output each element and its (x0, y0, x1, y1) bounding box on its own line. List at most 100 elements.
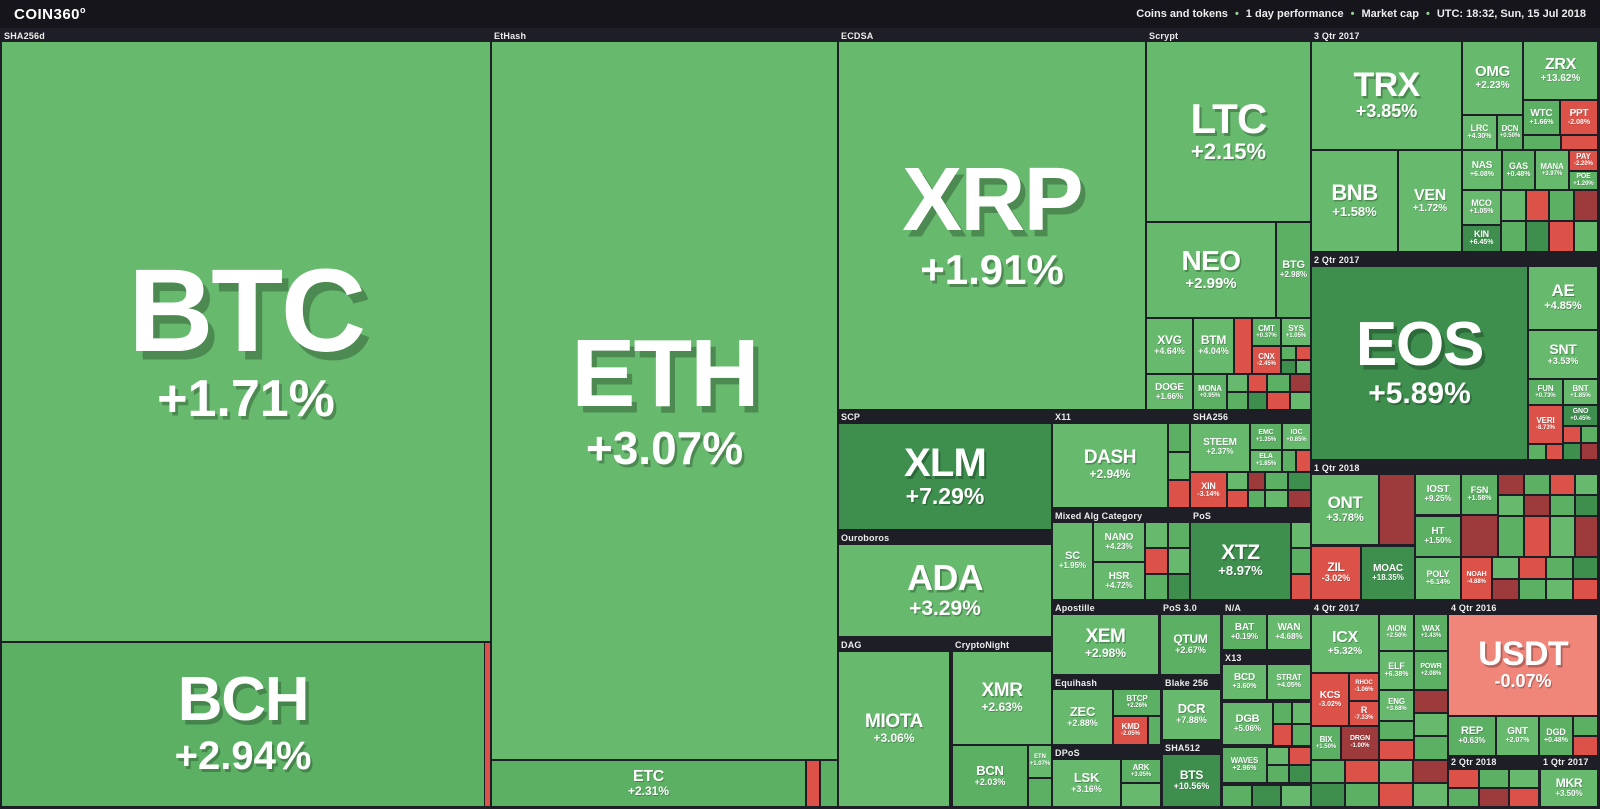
tile-nano[interactable]: NANO +4.23% (1094, 523, 1144, 561)
tile-fsn[interactable]: FSN +1.58% (1462, 475, 1497, 514)
micro-tile[interactable] (1575, 222, 1597, 251)
micro-tile[interactable] (1582, 444, 1597, 459)
micro-tile[interactable] (1493, 580, 1518, 599)
micro-tile[interactable] (1449, 770, 1478, 787)
tile-xem[interactable]: XEM +2.98% (1053, 615, 1158, 674)
micro-tile[interactable] (1525, 517, 1549, 556)
micro-tile[interactable] (1499, 475, 1523, 494)
tile-usdt[interactable]: USDT -0.07% (1449, 615, 1597, 715)
micro-tile[interactable] (1415, 737, 1447, 759)
micro-tile[interactable] (1562, 136, 1597, 149)
micro-tile[interactable] (1223, 786, 1251, 806)
tile-wax[interactable]: WAX +1.43% (1415, 615, 1447, 650)
micro-tile[interactable] (1169, 481, 1189, 507)
micro-tile[interactable] (1253, 786, 1280, 806)
micro-tile[interactable] (1282, 361, 1295, 373)
tile-xmr[interactable]: XMR +2.63% (953, 652, 1051, 744)
tile-xlm[interactable]: XLM +7.29% (839, 424, 1051, 529)
micro-tile[interactable] (1525, 475, 1549, 494)
tile-lsk[interactable]: LSK +3.16% (1053, 760, 1120, 806)
micro-tile[interactable] (1146, 575, 1167, 599)
micro-tile[interactable] (1292, 549, 1310, 573)
micro-tile[interactable] (1146, 549, 1167, 573)
micro-tile[interactable] (1499, 517, 1523, 556)
tile-bch[interactable]: BCH +2.94% (2, 643, 484, 806)
tile-mana[interactable]: MANA +3.97% (1536, 151, 1568, 189)
micro-tile[interactable] (1414, 761, 1447, 782)
tile-pay[interactable]: PAY -2.20% (1570, 151, 1597, 170)
tile-wan[interactable]: WAN +4.68% (1268, 615, 1310, 649)
tile-elf[interactable]: ELF +6.38% (1380, 652, 1413, 689)
micro-tile[interactable] (1380, 741, 1413, 759)
micro-tile[interactable] (1282, 347, 1295, 359)
tile-moac[interactable]: MOAC +18.35% (1362, 547, 1414, 599)
micro-tile[interactable] (1268, 375, 1289, 391)
tile-sc[interactable]: SC +1.95% (1053, 523, 1092, 599)
tile-veri[interactable]: VERI -8.73% (1529, 406, 1562, 443)
micro-tile[interactable] (1297, 451, 1310, 471)
tile-kin[interactable]: KIN +6.45% (1463, 226, 1500, 251)
micro-tile[interactable] (1564, 427, 1580, 442)
micro-tile[interactable] (1122, 784, 1160, 806)
micro-tile[interactable] (1502, 191, 1525, 220)
tile-waves[interactable]: WAVES +2.96% (1223, 748, 1266, 782)
micro-tile[interactable] (1249, 375, 1266, 391)
micro-tile[interactable] (1527, 222, 1548, 251)
tile-btcp[interactable]: BTCP +2.26% (1114, 690, 1160, 715)
micro-tile[interactable] (1169, 575, 1189, 599)
micro-tile[interactable] (1268, 393, 1289, 409)
tile-doge[interactable]: DOGE +1.66% (1147, 375, 1192, 409)
micro-tile[interactable] (1029, 779, 1051, 806)
tile-gnt[interactable]: GNT +2.07% (1497, 717, 1538, 755)
tile-bat[interactable]: BAT +0.19% (1223, 615, 1266, 649)
tile-mona[interactable]: MONA +0.95% (1194, 375, 1226, 409)
tile-xtz[interactable]: XTZ +8.97% (1191, 523, 1290, 599)
tile-omg[interactable]: OMG +2.23% (1463, 42, 1522, 114)
micro-tile[interactable] (1550, 191, 1573, 220)
tile-strat[interactable]: STRAT +4.05% (1268, 665, 1310, 699)
tile-trx[interactable]: TRX +3.85% (1312, 42, 1461, 149)
micro-tile[interactable] (1282, 786, 1310, 806)
micro-tile[interactable] (1292, 575, 1310, 599)
tile-dcn[interactable]: DCN +0.50% (1498, 116, 1522, 149)
tile-drgn[interactable]: DRGN -1.00% (1342, 727, 1378, 759)
tile-zec[interactable]: ZEC +2.88% (1053, 690, 1112, 744)
micro-tile[interactable] (1289, 473, 1310, 489)
micro-tile[interactable] (1480, 789, 1508, 806)
micro-tile[interactable] (1520, 580, 1545, 599)
micro-tile[interactable] (1582, 427, 1597, 442)
micro-tile[interactable] (1228, 393, 1247, 409)
micro-tile[interactable] (1380, 761, 1412, 782)
tile-bnb[interactable]: BNB +1.58% (1312, 151, 1397, 251)
tile-ht[interactable]: HT +1.50% (1416, 517, 1460, 556)
micro-tile[interactable] (1249, 393, 1266, 409)
micro-tile[interactable] (1283, 451, 1295, 471)
tile-mco[interactable]: MCO +1.05% (1463, 191, 1500, 224)
tile-xvg[interactable]: XVG +4.64% (1147, 319, 1192, 373)
micro-tile[interactable] (1527, 191, 1548, 220)
tile-bix[interactable]: BIX +1.50% (1312, 727, 1340, 759)
tile-snt[interactable]: SNT +3.53% (1529, 331, 1597, 378)
tile-zrx[interactable]: ZRX +13.62% (1524, 42, 1597, 99)
micro-tile[interactable] (1525, 496, 1549, 515)
tile-ark[interactable]: ARK +3.05% (1122, 760, 1160, 782)
micro-tile[interactable] (1289, 491, 1310, 507)
tile-ont[interactable]: ONT +3.78% (1312, 475, 1378, 544)
micro-tile[interactable] (1169, 523, 1189, 547)
micro-tile[interactable] (1493, 558, 1518, 578)
tile-dgd[interactable]: DGD +0.48% (1540, 717, 1572, 755)
micro-tile[interactable] (1380, 475, 1414, 544)
tile-etn[interactable]: ETN +1.07% (1029, 746, 1051, 777)
tile-btm[interactable]: BTM +4.04% (1194, 319, 1233, 373)
micro-tile[interactable] (1415, 691, 1447, 712)
micro-tile[interactable] (1510, 789, 1538, 806)
tile-cnx[interactable]: CNX -2.45% (1253, 347, 1280, 373)
micro-tile[interactable] (1414, 784, 1447, 806)
tile-iost[interactable]: IOST +9.25% (1416, 475, 1460, 514)
micro-tile[interactable] (1297, 361, 1310, 373)
tile-ela[interactable]: ELA +1.85% (1251, 451, 1281, 471)
micro-tile[interactable] (485, 643, 490, 806)
tile-ae[interactable]: AE +4.85% (1529, 267, 1597, 329)
tile-eng[interactable]: ENG +3.68% (1380, 691, 1413, 720)
micro-tile[interactable] (1551, 496, 1574, 515)
